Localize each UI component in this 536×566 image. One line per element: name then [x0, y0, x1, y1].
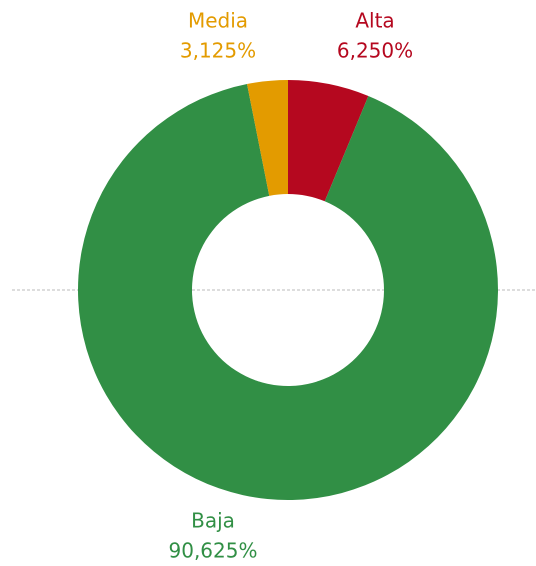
slice-value-label: 3,125%: [180, 39, 256, 63]
donut-slice: [288, 80, 369, 202]
slice-label: Alta: [355, 9, 394, 33]
slice-label: Media: [188, 9, 248, 33]
donut-slice: [78, 84, 499, 500]
donut-slice: [247, 80, 288, 196]
slice-label: Baja: [191, 509, 235, 533]
slice-value-label: 6,250%: [337, 39, 413, 63]
slice-value-label: 90,625%: [169, 539, 258, 563]
